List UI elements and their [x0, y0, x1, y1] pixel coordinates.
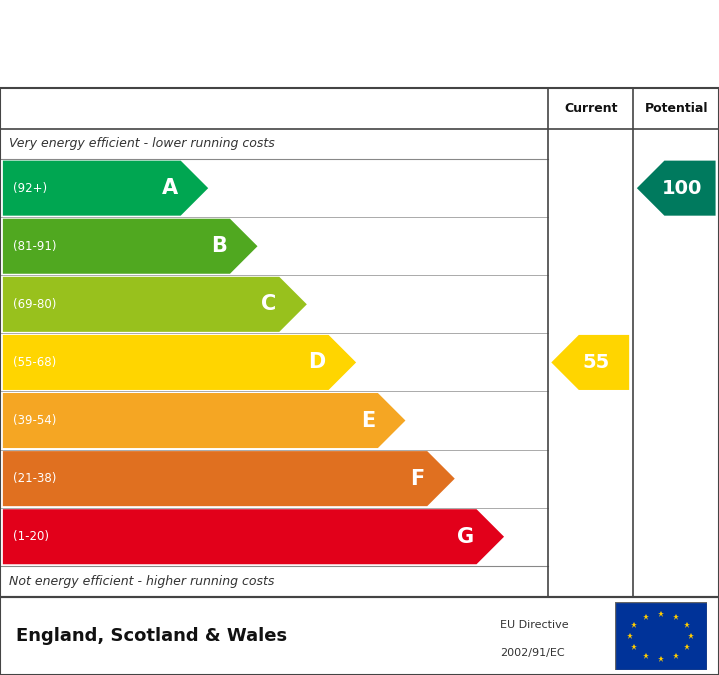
Text: Current: Current — [564, 102, 618, 115]
Text: Very energy efficient - lower running costs: Very energy efficient - lower running co… — [9, 137, 275, 151]
Text: (21-38): (21-38) — [13, 472, 56, 485]
Polygon shape — [637, 161, 715, 216]
Text: Potential: Potential — [644, 102, 708, 115]
Polygon shape — [3, 219, 257, 274]
Text: F: F — [411, 468, 424, 489]
Text: 2002/91/EC: 2002/91/EC — [500, 648, 564, 658]
Text: EU Directive: EU Directive — [500, 620, 568, 630]
Text: Not energy efficient - higher running costs: Not energy efficient - higher running co… — [9, 575, 274, 588]
Text: (92+): (92+) — [13, 182, 47, 194]
Text: 55: 55 — [582, 353, 610, 372]
Polygon shape — [551, 335, 629, 390]
Text: (81-91): (81-91) — [13, 240, 57, 252]
Text: 100: 100 — [661, 179, 702, 198]
Text: (39-54): (39-54) — [13, 414, 56, 427]
Text: A: A — [162, 178, 178, 198]
Polygon shape — [3, 451, 454, 506]
Text: England, Scotland & Wales: England, Scotland & Wales — [16, 627, 287, 645]
Text: (1-20): (1-20) — [13, 531, 49, 543]
Text: B: B — [211, 236, 227, 256]
Polygon shape — [3, 509, 504, 564]
Polygon shape — [3, 393, 406, 448]
Text: (69-80): (69-80) — [13, 298, 56, 311]
Text: G: G — [457, 526, 474, 547]
Text: C: C — [261, 294, 277, 315]
Polygon shape — [3, 277, 307, 332]
Polygon shape — [3, 335, 356, 390]
Text: E: E — [361, 410, 375, 431]
Polygon shape — [3, 161, 209, 216]
Text: D: D — [308, 352, 326, 373]
Text: (55-68): (55-68) — [13, 356, 56, 369]
Text: Energy Efficiency Rating: Energy Efficiency Rating — [18, 32, 420, 59]
